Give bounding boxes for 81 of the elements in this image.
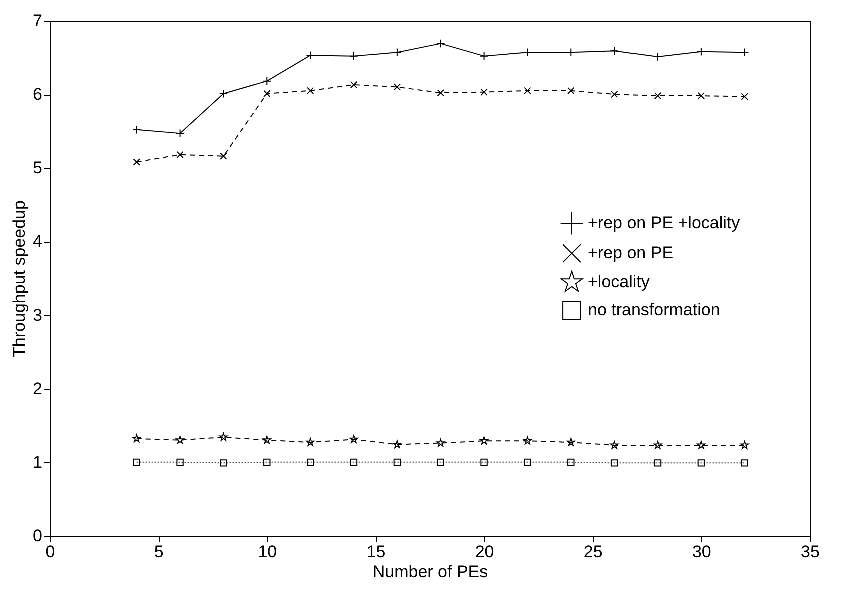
point bbox=[306, 458, 314, 466]
point bbox=[436, 39, 446, 48]
point bbox=[220, 460, 228, 467]
legend-label: +rep on PE +locality bbox=[588, 214, 741, 233]
point bbox=[219, 89, 228, 98]
y-tick-label: 3 bbox=[33, 306, 42, 325]
point bbox=[350, 81, 358, 89]
y-tick-label: 4 bbox=[33, 232, 42, 252]
x-tick-label: 30 bbox=[692, 542, 712, 562]
point bbox=[176, 436, 184, 444]
point bbox=[697, 48, 706, 56]
x-tick-label: 25 bbox=[584, 542, 603, 562]
point bbox=[698, 92, 706, 100]
point bbox=[480, 88, 488, 96]
point bbox=[176, 151, 184, 158]
point bbox=[566, 48, 576, 58]
point bbox=[437, 458, 444, 466]
point bbox=[133, 158, 140, 166]
point bbox=[350, 435, 358, 444]
y-axis-title: Throughput speedup bbox=[10, 200, 30, 358]
point bbox=[394, 458, 402, 466]
point bbox=[568, 87, 575, 94]
legend-label: +rep on PE bbox=[588, 244, 674, 263]
point bbox=[394, 84, 402, 91]
point bbox=[393, 440, 402, 448]
point bbox=[306, 87, 314, 94]
point bbox=[654, 460, 662, 467]
point bbox=[306, 51, 315, 60]
legend-label: no transformation bbox=[588, 300, 720, 320]
point bbox=[480, 52, 489, 61]
x-tick-label: 20 bbox=[475, 542, 494, 562]
point bbox=[740, 441, 750, 450]
point bbox=[350, 52, 358, 61]
point bbox=[264, 90, 271, 98]
point bbox=[132, 434, 142, 443]
point bbox=[610, 90, 618, 98]
point bbox=[654, 92, 662, 100]
point bbox=[523, 48, 532, 58]
y-tick-label: 0 bbox=[33, 526, 42, 546]
point bbox=[350, 458, 358, 466]
point bbox=[697, 441, 706, 450]
y-tick-label: 7 bbox=[33, 12, 42, 30]
point bbox=[568, 458, 575, 466]
point bbox=[264, 458, 271, 466]
point bbox=[610, 441, 619, 450]
point bbox=[610, 46, 619, 56]
point bbox=[176, 458, 184, 466]
y-tick-label: 2 bbox=[33, 379, 42, 398]
point bbox=[740, 48, 750, 58]
point bbox=[220, 152, 228, 160]
point bbox=[133, 458, 140, 466]
point bbox=[436, 438, 446, 447]
y-tick-label: 1 bbox=[33, 452, 42, 472]
x-tick-label: 15 bbox=[366, 542, 386, 562]
point bbox=[306, 438, 315, 446]
point bbox=[741, 460, 748, 467]
point bbox=[220, 433, 228, 442]
point bbox=[176, 129, 185, 138]
point bbox=[480, 436, 488, 445]
point bbox=[741, 93, 748, 100]
point bbox=[262, 436, 272, 444]
point bbox=[480, 458, 488, 466]
point bbox=[524, 458, 532, 466]
point bbox=[524, 87, 532, 94]
point bbox=[132, 126, 142, 134]
point bbox=[610, 460, 618, 467]
point bbox=[437, 90, 444, 97]
y-tick-label: 6 bbox=[33, 85, 42, 104]
x-tick-label: 10 bbox=[258, 542, 278, 562]
point bbox=[524, 436, 532, 445]
point bbox=[393, 48, 402, 58]
point bbox=[654, 441, 662, 450]
x-tick-label: 35 bbox=[801, 542, 820, 562]
x-tick-label: 0 bbox=[46, 542, 56, 562]
point bbox=[262, 76, 272, 86]
x-axis-title: Number of PEs bbox=[372, 562, 488, 582]
legend-label: +locality bbox=[588, 272, 650, 292]
x-tick-label: 5 bbox=[154, 542, 164, 562]
y-tick-label: 5 bbox=[33, 158, 42, 178]
point bbox=[698, 460, 706, 467]
point bbox=[566, 438, 576, 446]
